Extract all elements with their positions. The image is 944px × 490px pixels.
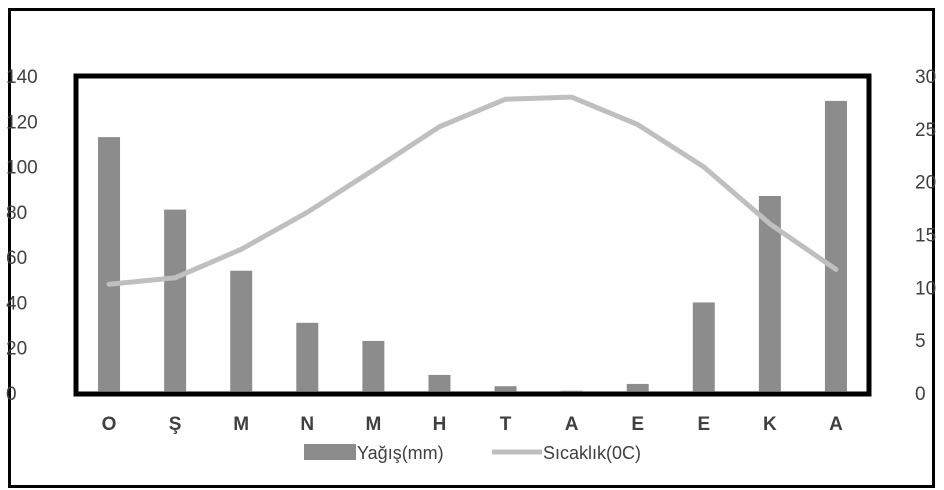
bar-5 — [428, 374, 451, 393]
left-tick-6: 120 — [6, 112, 38, 133]
bar-11 — [824, 100, 847, 394]
bar-6 — [494, 386, 517, 393]
right-tick-1: 5 — [915, 331, 926, 352]
bar-9 — [692, 302, 715, 393]
x-label-10: K — [763, 414, 777, 435]
x-label-6: T — [500, 414, 512, 435]
x-label-5: H — [433, 414, 447, 435]
left-tick-7: 140 — [6, 67, 38, 88]
x-label-2: M — [233, 414, 249, 435]
bar-1 — [164, 209, 187, 393]
bar-0 — [98, 137, 121, 393]
x-label-9: E — [697, 414, 710, 435]
left-tick-2: 40 — [6, 293, 27, 314]
left-tick-0: 0 — [6, 384, 17, 405]
right-tick-3: 15 — [915, 226, 936, 247]
x-label-4: M — [365, 414, 381, 435]
left-tick-3: 60 — [6, 248, 27, 269]
x-label-11: A — [829, 414, 843, 435]
legend-label-precipitation: Yağış(mm) — [357, 443, 444, 463]
temperature-line — [106, 94, 839, 287]
x-label-7: A — [565, 414, 579, 435]
x-label-8: E — [631, 414, 644, 435]
bar-10 — [758, 196, 781, 393]
legend: Yağış(mm) Sıcaklık(0C) — [304, 443, 641, 463]
plot-area — [73, 73, 872, 397]
bar-3 — [296, 322, 319, 393]
right-axis-ticks: 0 5 10 15 20 25 30 — [915, 67, 936, 405]
bar-4 — [362, 340, 385, 393]
x-label-3: N — [300, 414, 314, 435]
legend-swatch-precipitation — [304, 444, 356, 460]
right-tick-4: 20 — [915, 173, 936, 194]
right-tick-0: 0 — [915, 384, 926, 405]
precipitation-bars — [98, 100, 847, 394]
left-tick-5: 100 — [6, 158, 38, 179]
left-tick-1: 20 — [6, 339, 27, 360]
bar-2 — [230, 270, 253, 393]
x-label-0: O — [102, 414, 117, 435]
right-tick-5: 25 — [915, 120, 936, 141]
legend-label-temperature: Sıcaklık(0C) — [543, 443, 641, 463]
outer-border — [8, 8, 935, 488]
x-label-1: Ş — [169, 414, 182, 435]
bar-8 — [626, 383, 649, 393]
left-tick-4: 80 — [6, 203, 27, 224]
right-tick-2: 10 — [915, 278, 936, 299]
left-axis-ticks: 0 20 40 60 80 100 120 140 — [6, 67, 38, 405]
right-tick-6: 30 — [915, 67, 936, 88]
